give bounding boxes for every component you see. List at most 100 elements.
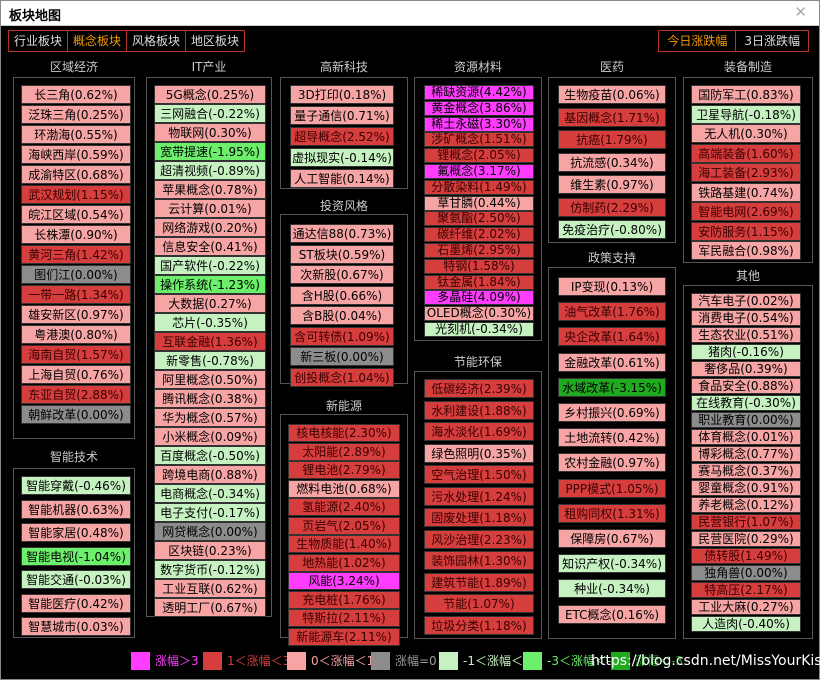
sector-tile[interactable]: 碳纤维(2.02%): [424, 227, 534, 242]
sector-tile[interactable]: 东亚自贸(2.88%): [21, 385, 131, 404]
sector-tile[interactable]: 网贷概念(0.00%): [154, 522, 266, 541]
sector-tile[interactable]: 钛金属(1.84%): [424, 275, 534, 290]
sector-tile[interactable]: 核电核能(2.30%): [288, 424, 400, 442]
sector-tile[interactable]: 奢侈品(0.39%): [691, 361, 801, 377]
sector-tile[interactable]: 泛珠三角(0.25%): [21, 105, 131, 124]
sector-tile[interactable]: 养老概念(0.12%): [691, 497, 801, 513]
sector-tile[interactable]: ST板块(0.59%): [290, 245, 394, 264]
sector-tile[interactable]: 华为概念(0.57%): [154, 408, 266, 427]
sector-tile[interactable]: 光刻机(-0.34%): [424, 322, 534, 337]
sector-tile[interactable]: 虚拟现实(-0.14%): [290, 148, 394, 167]
sector-tile[interactable]: 锂电池(2.79%): [288, 461, 400, 479]
sector-tile[interactable]: 博彩概念(0.77%): [691, 446, 801, 462]
sector-tile[interactable]: 乡村振兴(0.69%): [558, 403, 666, 422]
tab-concept[interactable]: 概念板块: [68, 31, 128, 51]
sector-tile[interactable]: 特斯拉(2.11%): [288, 609, 400, 627]
sector-tile[interactable]: 人工智能(0.14%): [290, 169, 394, 188]
sector-tile[interactable]: 分散染料(1.49%): [424, 180, 534, 195]
sector-tile[interactable]: 智能电网(2.69%): [691, 202, 801, 221]
sector-tile[interactable]: 武汉规划(1.15%): [21, 185, 131, 204]
sector-tile[interactable]: 高端装备(1.60%): [691, 144, 801, 163]
sector-tile[interactable]: PPP模式(1.05%): [558, 479, 666, 498]
sector-tile[interactable]: 租购同权(1.31%): [558, 504, 666, 523]
sector-tile[interactable]: 抗流感(0.34%): [558, 153, 666, 172]
sector-tile[interactable]: 知识产权(-0.34%): [558, 554, 666, 573]
close-icon[interactable]: ✕: [794, 3, 807, 21]
sector-tile[interactable]: 水利建设(1.88%): [424, 401, 534, 420]
sector-tile[interactable]: 免疫治疗(-0.80%): [558, 220, 666, 239]
sector-tile[interactable]: 芯片(-0.35%): [154, 313, 266, 332]
sector-tile[interactable]: 燃料电池(0.68%): [288, 480, 400, 498]
sector-tile[interactable]: 智能电视(-1.04%): [21, 547, 131, 566]
sector-tile[interactable]: 超导概念(2.52%): [290, 127, 394, 146]
sector-tile[interactable]: 风能(3.24%): [288, 572, 400, 590]
sector-tile[interactable]: 通达信88(0.73%): [290, 224, 394, 243]
sector-tile[interactable]: 海峡西岸(0.59%): [21, 145, 131, 164]
sector-tile[interactable]: 基因概念(1.71%): [558, 108, 666, 127]
sector-tile[interactable]: 信息安全(0.41%): [154, 237, 266, 256]
sector-tile[interactable]: 太阳能(2.89%): [288, 443, 400, 461]
sector-tile[interactable]: 朝鲜改革(0.00%): [21, 405, 131, 424]
sector-tile[interactable]: 聚氨酯(2.50%): [424, 211, 534, 226]
sector-tile[interactable]: 装饰园林(1.30%): [424, 551, 534, 570]
sector-tile[interactable]: 保障房(0.67%): [558, 529, 666, 548]
sector-tile[interactable]: 油气改革(1.76%): [558, 302, 666, 321]
sector-tile[interactable]: 黄河三角(1.42%): [21, 245, 131, 264]
sector-tile[interactable]: 仿制药(2.29%): [558, 198, 666, 217]
sector-tile[interactable]: 超清视频(-0.89%): [154, 161, 266, 180]
sector-tile[interactable]: 智能医疗(0.42%): [21, 594, 131, 613]
sector-tile[interactable]: 草甘膦(0.44%): [424, 196, 534, 211]
sector-tile[interactable]: 成渝特区(0.68%): [21, 165, 131, 184]
sector-tile[interactable]: 智能穿戴(-0.46%): [21, 476, 131, 495]
sector-tile[interactable]: 土地流转(0.42%): [558, 428, 666, 447]
sector-tile[interactable]: 智能机器(0.63%): [21, 500, 131, 519]
sector-tile[interactable]: 央企改革(1.64%): [558, 327, 666, 346]
tab-industry[interactable]: 行业板块: [9, 31, 69, 51]
sector-tile[interactable]: 水域改革(-3.15%): [558, 378, 666, 397]
sector-tile[interactable]: 环渤海(0.55%): [21, 125, 131, 144]
sector-tile[interactable]: 操作系统(-1.23%): [154, 275, 266, 294]
sector-tile[interactable]: 抗癌(1.79%): [558, 130, 666, 149]
tab-3day-change[interactable]: 3日涨跌幅: [744, 34, 800, 48]
sector-tile[interactable]: 智能家居(0.48%): [21, 523, 131, 542]
tab-today-change[interactable]: 今日涨跌幅: [659, 31, 737, 51]
sector-tile[interactable]: 含可转债(1.09%): [290, 327, 394, 346]
sector-tile[interactable]: 多晶硅(4.09%): [424, 290, 534, 305]
sector-tile[interactable]: 国产软件(-0.22%): [154, 256, 266, 275]
sector-tile[interactable]: 小米概念(0.09%): [154, 427, 266, 446]
sector-tile[interactable]: 皖江区域(0.54%): [21, 205, 131, 224]
sector-tile[interactable]: 工业大麻(0.27%): [691, 599, 801, 615]
sector-tile[interactable]: 婴童概念(0.91%): [691, 480, 801, 496]
sector-tile[interactable]: 透明工厂(0.67%): [154, 598, 266, 617]
sector-tile[interactable]: 苹果概念(0.78%): [154, 180, 266, 199]
sector-tile[interactable]: 人造肉(-0.40%): [691, 616, 801, 632]
sector-tile[interactable]: 职业教育(0.00%): [691, 412, 801, 428]
sector-tile[interactable]: 特高压(2.17%): [691, 582, 801, 598]
sector-tile[interactable]: 地热能(1.02%): [288, 554, 400, 572]
sector-tile[interactable]: 长三角(0.62%): [21, 85, 131, 104]
sector-tile[interactable]: 5G概念(0.25%): [154, 85, 266, 104]
sector-tile[interactable]: 种业(-0.34%): [558, 579, 666, 598]
sector-tile[interactable]: 节能(1.07%): [424, 594, 534, 613]
sector-tile[interactable]: 粤港澳(0.80%): [21, 325, 131, 344]
sector-tile[interactable]: 氢能源(2.40%): [288, 498, 400, 516]
sector-tile[interactable]: 新能源车(2.11%): [288, 628, 400, 646]
sector-tile[interactable]: 低碳经济(2.39%): [424, 379, 534, 398]
sector-tile[interactable]: OLED概念(0.30%): [424, 306, 534, 321]
sector-tile[interactable]: 民营银行(1.07%): [691, 514, 801, 530]
sector-tile[interactable]: 3D打印(0.18%): [290, 85, 394, 104]
sector-tile[interactable]: 锂概念(2.05%): [424, 148, 534, 163]
sector-tile[interactable]: 物联网(0.30%): [154, 123, 266, 142]
sector-tile[interactable]: 固废处理(1.18%): [424, 508, 534, 527]
sector-tile[interactable]: 稀土永磁(3.30%): [424, 117, 534, 132]
sector-tile[interactable]: 食品安全(0.88%): [691, 378, 801, 394]
sector-tile[interactable]: 次新股(0.67%): [290, 265, 394, 284]
sector-tile[interactable]: 空气治理(1.50%): [424, 465, 534, 484]
sector-tile[interactable]: 含H股(0.66%): [290, 286, 394, 305]
sector-tile[interactable]: 页岩气(2.05%): [288, 517, 400, 535]
tab-style[interactable]: 风格板块: [127, 31, 187, 51]
sector-tile[interactable]: 云计算(0.01%): [154, 199, 266, 218]
sector-tile[interactable]: 氟概念(3.17%): [424, 164, 534, 179]
sector-tile[interactable]: 风沙治理(2.23%): [424, 530, 534, 549]
sector-tile[interactable]: 长株潭(0.90%): [21, 225, 131, 244]
